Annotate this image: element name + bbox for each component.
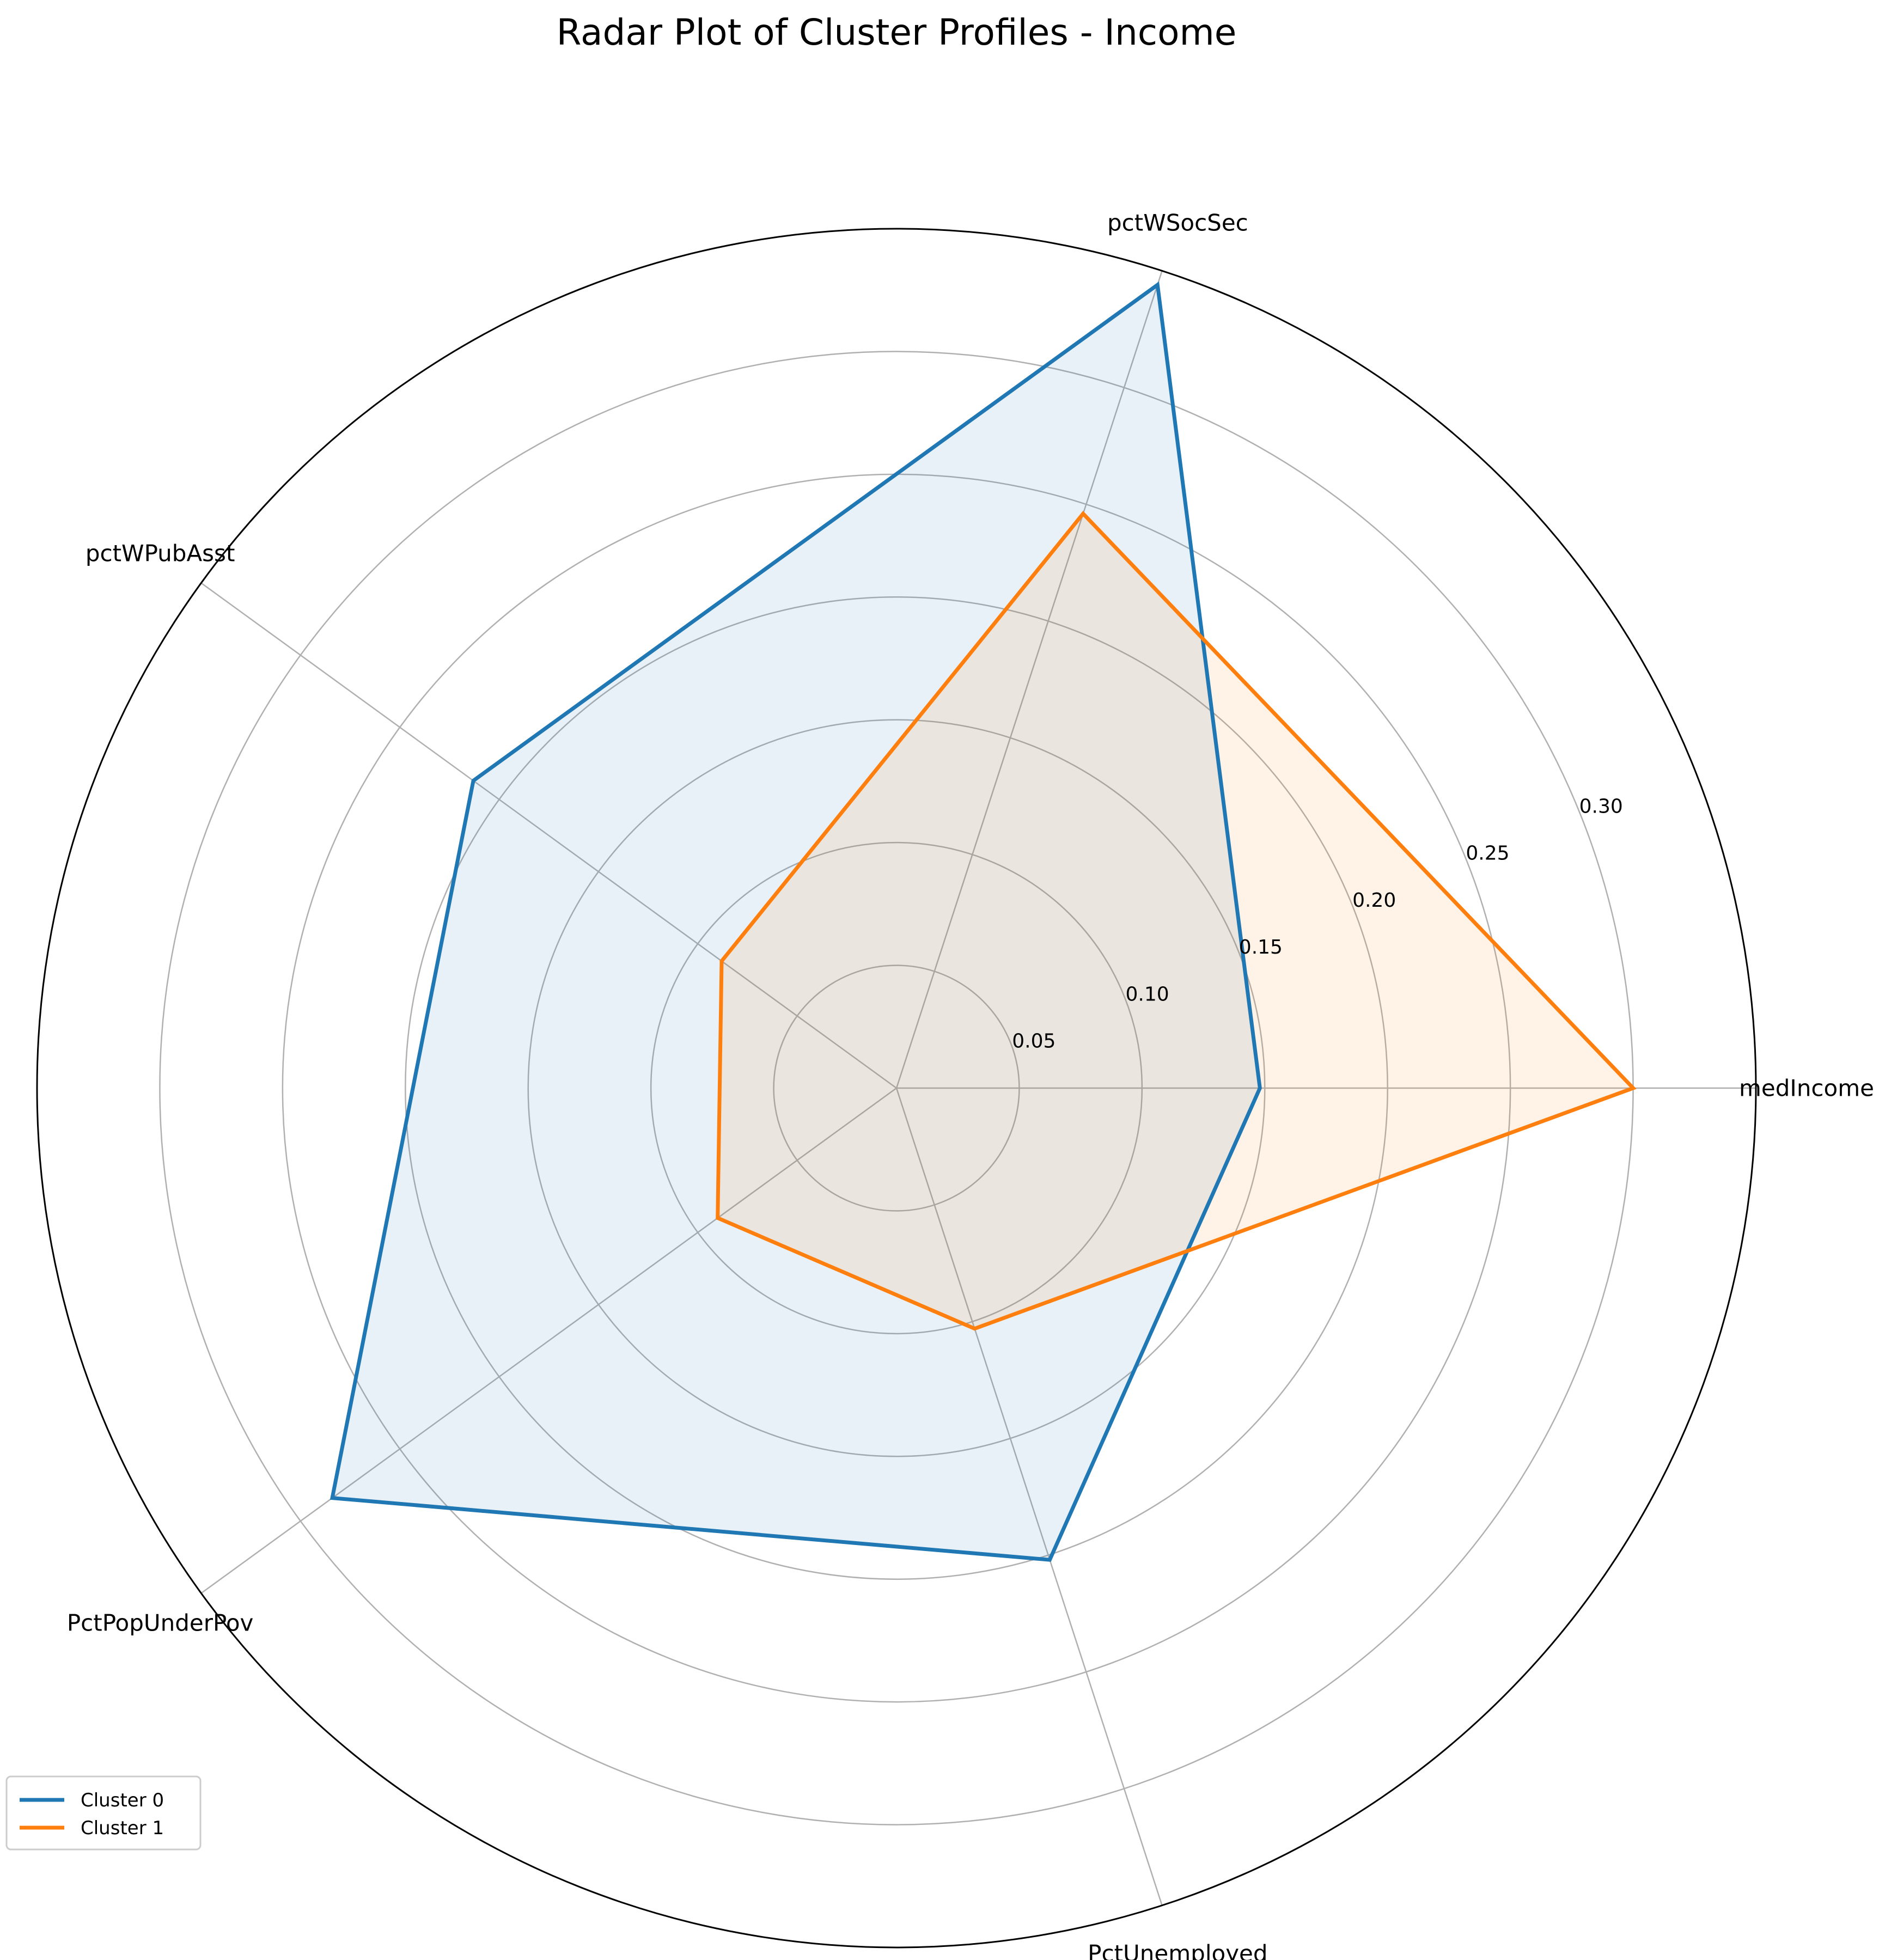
r-tick-label-1: 0.10 xyxy=(1126,983,1169,1005)
category-label-pctWSocSec: pctWSocSec xyxy=(1107,209,1248,236)
legend: Cluster 0 Cluster 1 xyxy=(5,1775,202,1851)
series-fill-1 xyxy=(717,514,1633,1329)
category-label-PctPopUnderPov: PctPopUnderPov xyxy=(67,1610,254,1637)
series-fill-0 xyxy=(332,285,1260,1560)
r-tick-label-5: 0.30 xyxy=(1579,795,1623,817)
chart-title: Radar Plot of Cluster Profiles - Income xyxy=(557,11,1237,53)
spoke-PctPopUnderPov xyxy=(200,1087,897,1594)
category-labels: medIncome pctWSocSec pctWPubAsst PctPopUnde… xyxy=(67,209,1874,1960)
r-tick-label-3: 0.20 xyxy=(1352,889,1396,912)
legend-frame xyxy=(5,1775,202,1851)
category-label-PctUnemployed: PctUnemployed xyxy=(1088,1940,1267,1960)
r-tick-label-4: 0.25 xyxy=(1466,842,1509,865)
radar-series xyxy=(330,281,1637,1562)
spoke-pctWSocSec xyxy=(895,270,1163,1089)
radial-tick-labels: 0.05 0.10 0.15 0.20 0.25 0.30 xyxy=(1012,795,1623,1052)
legend-label-1: Cluster 1 xyxy=(81,1817,164,1839)
category-label-pctWPubAsst: pctWPubAsst xyxy=(86,540,235,566)
series-line-1 xyxy=(716,510,1637,1331)
category-label-medIncome: medIncome xyxy=(1739,1075,1874,1102)
spoke-pctWPubAsst xyxy=(200,582,897,1089)
r-tick-label-0: 0.05 xyxy=(1012,1030,1056,1053)
legend-label-0: Cluster 0 xyxy=(81,1790,164,1811)
r-tick-label-2: 0.15 xyxy=(1239,936,1283,958)
outer-frame xyxy=(36,228,1757,1949)
spoke-PctUnemployed xyxy=(895,1088,1163,1906)
radar-grid xyxy=(36,228,1757,1949)
series-line-0 xyxy=(330,281,1262,1562)
